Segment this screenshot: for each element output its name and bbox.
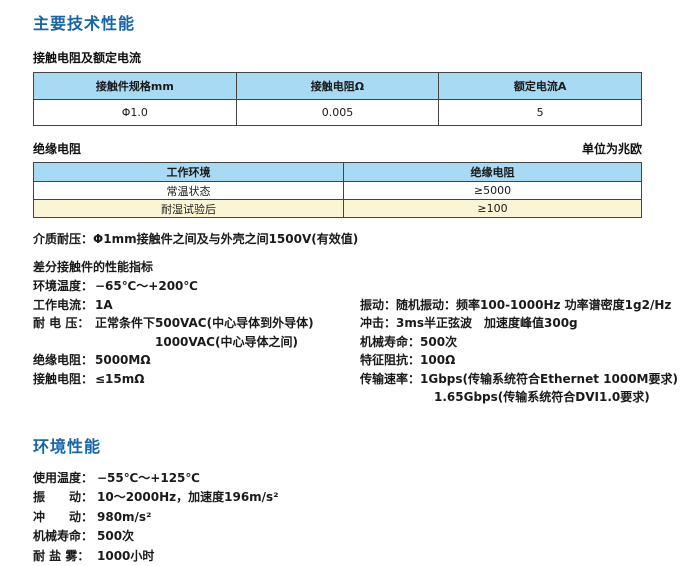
contact-section-heading: 接触电阻及额定电流 — [33, 49, 675, 66]
spec-value: 500次 — [420, 335, 457, 349]
spec-value: 100Ω — [420, 353, 455, 367]
table-row: 耐湿试验后 ≥100 — [34, 200, 642, 218]
spec-line-insulation-resistance: 绝缘电阻：5000MΩ — [33, 351, 360, 370]
insulation-section-heading: 绝缘电阻 — [33, 140, 81, 157]
cell-rated-current: 5 — [439, 100, 642, 126]
cell-environment: 耐湿试验后 — [34, 200, 344, 218]
dielectric-withstand-line: 介质耐压：Φ1mm接触件之间及与外壳之间1500V(有效值) — [33, 230, 675, 249]
spec-line-operating-temp: 使用温度：−55℃～+125℃ — [33, 469, 675, 489]
spec-line-characteristic-impedance: 特征阻抗：100Ω — [360, 351, 675, 370]
spec-value: −65℃～+200℃ — [95, 279, 198, 293]
cell-contact-resistance: 0.005 — [236, 100, 439, 126]
differential-right-column: 振动：随机振动：频率100-1000Hz 功率谱密度1g2/Hz 冲击：3ms半… — [360, 277, 675, 407]
spec-label: 机械寿命： — [33, 527, 97, 547]
spec-label: 介质耐压： — [33, 232, 93, 246]
spec-line-withstand-voltage-cont: 1000VAC(中心导体之间) — [33, 333, 360, 352]
spec-line-transmission-rate-cont: 1.65Gbps(传输系统符合DVI1.0要求) — [360, 388, 675, 407]
spec-value: 1Gbps(传输系统符合Ethernet 1000M要求) — [420, 372, 678, 386]
spec-value: 3ms半正弦波 加速度峰值300g — [396, 316, 578, 330]
insulation-heading-row: 绝缘电阻 单位为兆欧 — [33, 140, 642, 157]
spec-value: 1000小时 — [97, 549, 154, 563]
spec-line-salt-spray: 耐 盐 雾：1000小时 — [33, 547, 675, 566]
spec-value: 正常条件下500VAC(中心导体到外导体) — [95, 316, 314, 330]
spec-label: 特征阻抗： — [360, 353, 420, 367]
table-row: Φ1.0 0.005 5 — [34, 100, 642, 126]
environment-spec-list: 使用温度：−55℃～+125℃ 振 动：10～2000Hz，加速度196m/s²… — [33, 469, 675, 566]
spec-line-contact-resistance: 接触电阻：≤15mΩ — [33, 370, 360, 389]
spec-label: 振动： — [360, 298, 396, 312]
spec-line-shock: 冲 动：980m/s² — [33, 508, 675, 528]
spec-label: 振 动： — [33, 488, 97, 508]
column-header-contact-spec: 接触件规格mm — [34, 73, 237, 100]
environment-section-heading: 环境性能 — [33, 433, 675, 457]
spec-value: −55℃～+125℃ — [97, 471, 200, 485]
spec-label: 工作电流： — [33, 296, 95, 315]
spec-line-ambient-temp: 环境温度：−65℃～+200℃ — [33, 277, 360, 296]
spec-label: 耐 盐 雾： — [33, 547, 97, 566]
spec-label: 冲 动： — [33, 508, 97, 528]
spec-line-vibration: 振 动：10～2000Hz，加速度196m/s² — [33, 488, 675, 508]
spec-value: 500次 — [97, 529, 134, 543]
table-header-row: 接触件规格mm 接触电阻Ω 额定电流A — [34, 73, 642, 100]
spec-value: ≤15mΩ — [95, 372, 144, 386]
differential-left-column: 环境温度：−65℃～+200℃ 工作电流：1A 耐 电 压：正常条件下500VA… — [33, 277, 360, 407]
cell-environment: 常温状态 — [34, 182, 344, 200]
differential-spec-columns: 环境温度：−65℃～+200℃ 工作电流：1A 耐 电 压：正常条件下500VA… — [33, 277, 675, 407]
page-title: 主要技术性能 — [33, 10, 675, 34]
spec-line-mechanical-life: 机械寿命：500次 — [360, 333, 675, 352]
column-header-contact-resistance: 接触电阻Ω — [236, 73, 439, 100]
cell-value: ≥100 — [344, 200, 642, 218]
insulation-unit-note: 单位为兆欧 — [582, 140, 642, 157]
spec-label: 使用温度： — [33, 469, 97, 489]
spec-line-mechanical-life: 机械寿命：500次 — [33, 527, 675, 547]
spec-line-vibration: 振动：随机振动：频率100-1000Hz 功率谱密度1g2/Hz — [360, 296, 675, 315]
spec-line-shock: 冲击：3ms半正弦波 加速度峰值300g — [360, 314, 675, 333]
insulation-resistance-table: 工作环境 绝缘电阻 常温状态 ≥5000 耐湿试验后 ≥100 — [33, 162, 642, 218]
column-header-work-environment: 工作环境 — [34, 163, 344, 182]
spec-value: 随机振动：频率100-1000Hz 功率谱密度1g2/Hz — [396, 298, 671, 312]
spec-label: 耐 电 压： — [33, 314, 95, 333]
table-row: 常温状态 ≥5000 — [34, 182, 642, 200]
differential-section-heading: 差分接触件的性能指标 — [33, 258, 675, 277]
spec-line-working-current: 工作电流：1A — [33, 296, 360, 315]
spec-label: 传输速率： — [360, 372, 420, 386]
spec-document: 主要技术性能 接触电阻及额定电流 接触件规格mm 接触电阻Ω 额定电流A Φ1.… — [0, 0, 700, 509]
column-header-insulation-resistance: 绝缘电阻 — [344, 163, 642, 182]
spec-value: 5000MΩ — [95, 353, 151, 367]
spec-value: 10～2000Hz，加速度196m/s² — [97, 490, 278, 504]
spec-value: 1A — [95, 298, 113, 312]
spec-label: 环境温度： — [33, 277, 95, 296]
spec-label: 冲击： — [360, 316, 396, 330]
spec-value: 1.65Gbps(传输系统符合DVI1.0要求) — [434, 390, 650, 404]
spec-line-transmission-rate: 传输速率：1Gbps(传输系统符合Ethernet 1000M要求) — [360, 370, 675, 389]
spec-label: 机械寿命： — [360, 335, 420, 349]
spec-value: Φ1mm接触件之间及与外壳之间1500V(有效值) — [93, 232, 358, 246]
spec-value: 980m/s² — [97, 510, 151, 524]
spec-value: 1000VAC(中心导体之间) — [155, 335, 298, 349]
spec-label: 绝缘电阻： — [33, 351, 95, 370]
cell-contact-spec: Φ1.0 — [34, 100, 237, 126]
cell-value: ≥5000 — [344, 182, 642, 200]
spec-label: 接触电阻： — [33, 370, 95, 389]
column-header-rated-current: 额定电流A — [439, 73, 642, 100]
spec-line-withstand-voltage: 耐 电 压：正常条件下500VAC(中心导体到外导体) — [33, 314, 360, 333]
contact-resistance-table: 接触件规格mm 接触电阻Ω 额定电流A Φ1.0 0.005 5 — [33, 72, 642, 126]
table-header-row: 工作环境 绝缘电阻 — [34, 163, 642, 182]
